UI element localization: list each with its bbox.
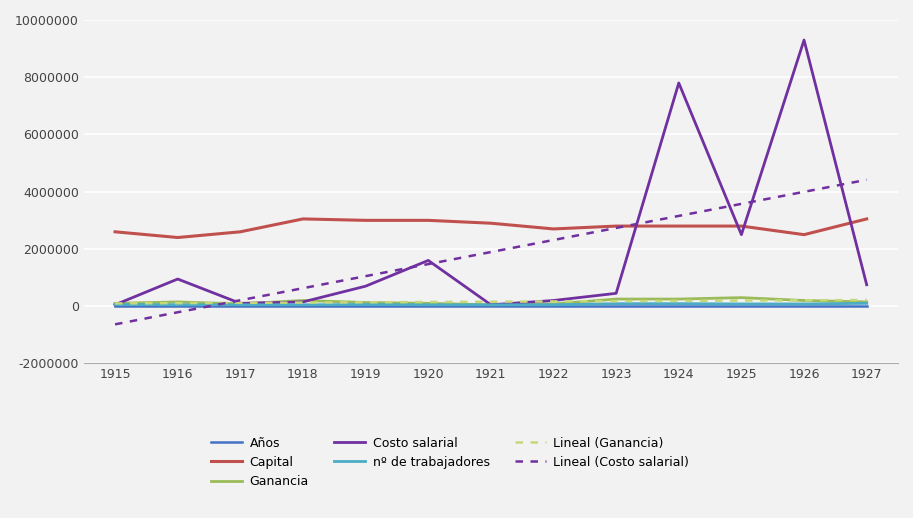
Ganancia xyxy=(235,301,246,307)
Ganancia xyxy=(548,301,559,307)
Costo salarial xyxy=(736,232,747,238)
Line: Lineal (Costo salarial): Lineal (Costo salarial) xyxy=(115,180,866,324)
Ganancia xyxy=(486,301,497,308)
Años xyxy=(235,303,246,309)
Lineal (Costo salarial) xyxy=(110,321,121,327)
Lineal (Costo salarial) xyxy=(298,285,309,291)
Lineal (Ganancia) xyxy=(799,297,810,304)
Lineal (Costo salarial) xyxy=(486,249,497,255)
Años xyxy=(110,303,121,309)
Costo salarial xyxy=(486,301,497,308)
Lineal (Ganancia) xyxy=(673,298,684,304)
Años xyxy=(548,303,559,309)
Años xyxy=(861,303,872,309)
Años xyxy=(360,303,371,309)
nº de trabajadores xyxy=(486,301,497,308)
Capital xyxy=(736,223,747,229)
Años xyxy=(799,303,810,309)
Line: Capital: Capital xyxy=(115,219,866,238)
Lineal (Ganancia) xyxy=(611,298,622,304)
Capital xyxy=(673,223,684,229)
Lineal (Ganancia) xyxy=(110,300,121,307)
Capital xyxy=(486,220,497,226)
Años xyxy=(423,303,434,309)
nº de trabajadores xyxy=(799,301,810,307)
Ganancia xyxy=(423,300,434,307)
Line: Ganancia: Ganancia xyxy=(115,298,866,305)
Capital xyxy=(360,217,371,223)
nº de trabajadores xyxy=(298,301,309,308)
Costo salarial xyxy=(298,299,309,305)
nº de trabajadores xyxy=(673,300,684,307)
Capital xyxy=(423,217,434,223)
nº de trabajadores xyxy=(360,301,371,308)
Costo salarial xyxy=(611,290,622,296)
Line: Lineal (Ganancia): Lineal (Ganancia) xyxy=(115,300,866,304)
Lineal (Costo salarial) xyxy=(673,213,684,219)
Ganancia xyxy=(360,299,371,306)
nº de trabajadores xyxy=(861,300,872,307)
Costo salarial xyxy=(861,282,872,288)
Ganancia xyxy=(736,295,747,301)
Lineal (Ganancia) xyxy=(360,299,371,306)
Ganancia xyxy=(173,299,184,305)
Lineal (Ganancia) xyxy=(486,298,497,305)
Ganancia xyxy=(673,296,684,302)
Años xyxy=(673,303,684,309)
Lineal (Ganancia) xyxy=(423,299,434,305)
Lineal (Costo salarial) xyxy=(799,189,810,195)
Años xyxy=(486,303,497,309)
Lineal (Costo salarial) xyxy=(360,273,371,279)
nº de trabajadores xyxy=(235,301,246,308)
Capital xyxy=(298,216,309,222)
Line: nº de trabajadores: nº de trabajadores xyxy=(115,304,866,305)
Costo salarial xyxy=(235,300,246,307)
Años xyxy=(298,303,309,309)
nº de trabajadores xyxy=(736,301,747,307)
Legend: Años, Capital, Ganancia, Costo salarial, nº de trabajadores, Lineal (Ganancia), : Años, Capital, Ganancia, Costo salarial,… xyxy=(206,431,695,493)
Capital xyxy=(548,226,559,232)
Lineal (Costo salarial) xyxy=(423,261,434,267)
Lineal (Costo salarial) xyxy=(235,297,246,304)
Ganancia xyxy=(298,297,309,304)
Lineal (Costo salarial) xyxy=(548,237,559,243)
Años xyxy=(611,303,622,309)
Lineal (Ganancia) xyxy=(736,297,747,304)
nº de trabajadores xyxy=(423,301,434,308)
Ganancia xyxy=(799,297,810,304)
nº de trabajadores xyxy=(548,301,559,308)
Costo salarial xyxy=(423,257,434,264)
Lineal (Ganancia) xyxy=(173,300,184,306)
Costo salarial xyxy=(673,80,684,86)
Años xyxy=(736,303,747,309)
Line: Costo salarial: Costo salarial xyxy=(115,40,866,305)
Lineal (Ganancia) xyxy=(298,299,309,306)
Lineal (Costo salarial) xyxy=(611,225,622,231)
Lineal (Ganancia) xyxy=(235,300,246,306)
nº de trabajadores xyxy=(110,301,121,308)
Capital xyxy=(235,228,246,235)
Lineal (Ganancia) xyxy=(548,298,559,305)
Costo salarial xyxy=(173,276,184,282)
Ganancia xyxy=(611,296,622,302)
Años xyxy=(173,303,184,309)
Capital xyxy=(173,235,184,241)
Ganancia xyxy=(861,299,872,305)
Capital xyxy=(799,232,810,238)
Capital xyxy=(611,223,622,229)
nº de trabajadores xyxy=(611,300,622,307)
nº de trabajadores xyxy=(173,301,184,308)
Lineal (Ganancia) xyxy=(861,297,872,303)
Costo salarial xyxy=(110,301,121,308)
Costo salarial xyxy=(548,297,559,304)
Lineal (Costo salarial) xyxy=(173,309,184,315)
Capital xyxy=(861,216,872,222)
Lineal (Costo salarial) xyxy=(861,177,872,183)
Lineal (Costo salarial) xyxy=(736,201,747,207)
Costo salarial xyxy=(799,37,810,43)
Ganancia xyxy=(110,300,121,307)
Costo salarial xyxy=(360,283,371,289)
Capital xyxy=(110,228,121,235)
